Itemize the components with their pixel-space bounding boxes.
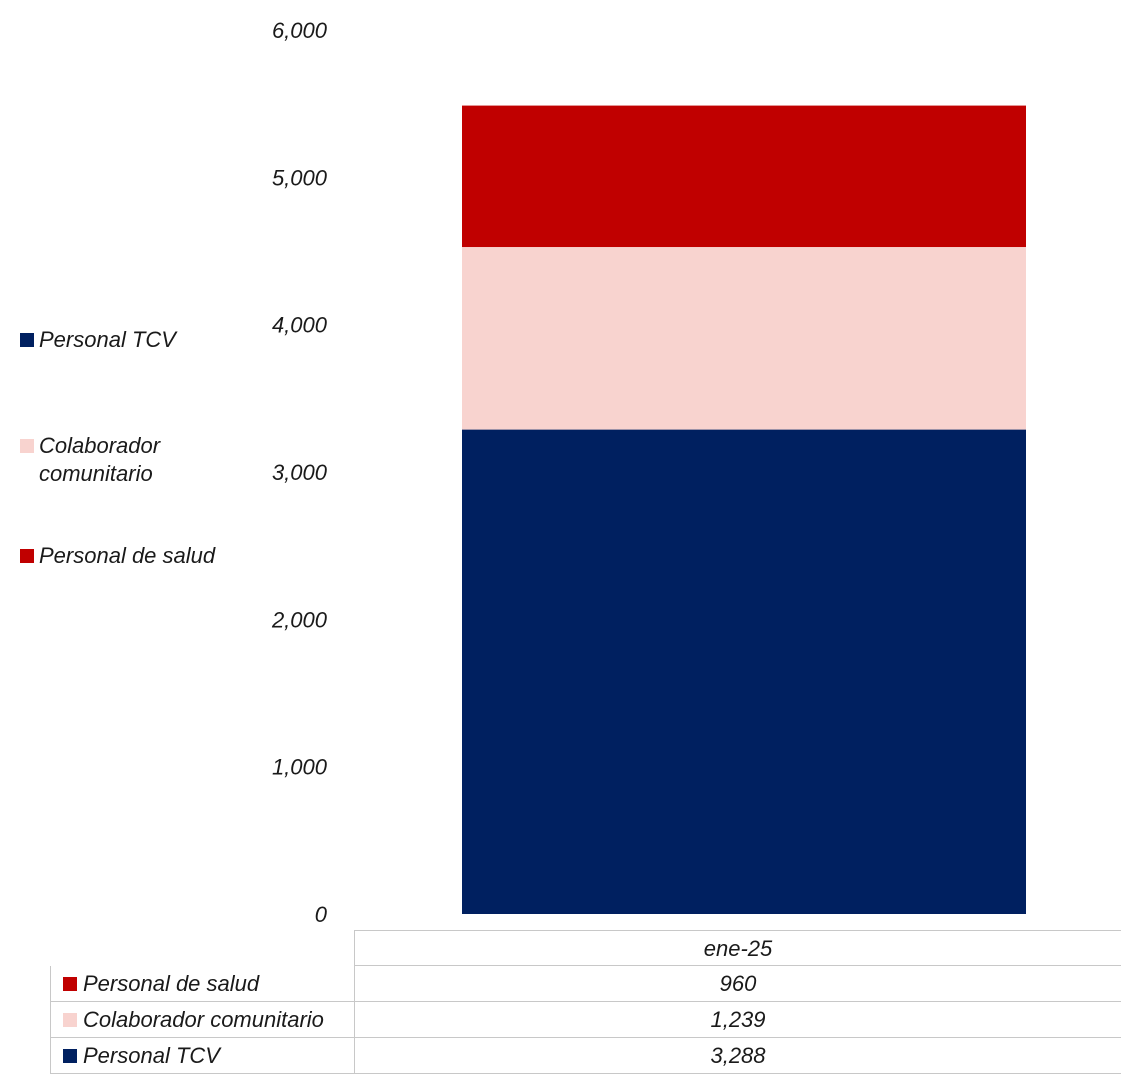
y-tick-label: 0 (315, 902, 328, 927)
bar-segment-colaborador-comunitario (462, 247, 1026, 430)
legend-label: Personal TCV (39, 327, 176, 352)
legend-key (63, 1012, 77, 1027)
stacked-bar-chart: 0 1,000 2,000 3,000 4,000 5,000 6,000 (271, 18, 1026, 927)
bar-segment-personal-de-salud (462, 105, 1026, 248)
table-value-personal-tcv: 3,288 (354, 1038, 1121, 1074)
legend-item-personal-tcv: Personal TCV (20, 326, 229, 354)
y-tick-label: 4,000 (272, 313, 328, 338)
table-value-colaborador-comunitario: 1,239 (354, 1002, 1121, 1038)
table-row-label-text: Colaborador comunitario (83, 1006, 324, 1032)
y-tick-label: 3,000 (272, 460, 328, 485)
legend-item-personal-de-salud: Personal de salud (20, 542, 229, 570)
table-value-personal-de-salud: 960 (354, 966, 1121, 1002)
table-row-label-colaborador-comunitario: Colaborador comunitario (50, 1002, 354, 1038)
legend-key (63, 1048, 77, 1063)
bar-segment-personal-tcv (462, 429, 1026, 914)
table-row-label-text: Personal de salud (83, 970, 260, 996)
plot-area (462, 105, 1026, 914)
y-tick-label: 2,000 (271, 607, 328, 632)
legend-item-colaborador-comunitario: Colaborador comunitario (20, 432, 229, 488)
y-tick-label: 6,000 (272, 18, 328, 43)
table-header-category: ene-25 (354, 930, 1121, 966)
legend-swatch (20, 333, 34, 347)
table-row-label-text: Personal TCV (83, 1042, 220, 1068)
y-axis: 0 1,000 2,000 3,000 4,000 5,000 6,000 (271, 18, 328, 927)
legend-swatch (20, 549, 34, 563)
y-tick-label: 5,000 (272, 165, 328, 190)
legend-label: Colaborador comunitario (39, 433, 161, 486)
table-row-label-personal-tcv: Personal TCV (50, 1038, 354, 1074)
y-tick-label: 1,000 (272, 755, 328, 780)
table-row-label-personal-de-salud: Personal de salud (50, 966, 354, 1002)
legend-key (63, 976, 77, 991)
legend-label: Personal de salud (39, 543, 216, 568)
legend-swatch (20, 439, 34, 453)
